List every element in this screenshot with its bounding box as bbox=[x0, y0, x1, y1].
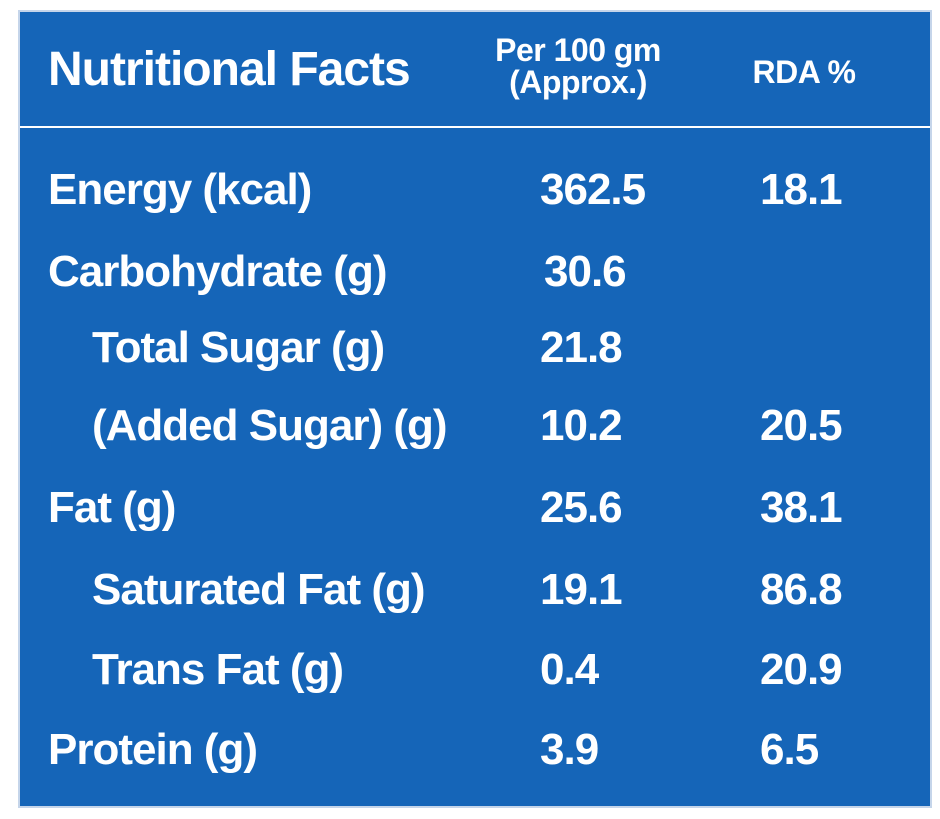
nutrient-label: Saturated Fat (g) bbox=[92, 565, 426, 614]
rda-value: 20.9 bbox=[760, 645, 843, 694]
per-100-column-header: Per 100 gm (Approx.) bbox=[478, 34, 678, 98]
table-row: (Added Sugar) (g) 10.2 20.5 bbox=[20, 396, 930, 456]
nutrient-label: Trans Fat (g) bbox=[92, 645, 344, 694]
table-row: Total Sugar (g) 21.8 bbox=[20, 318, 930, 378]
nutrient-label: (Added Sugar) (g) bbox=[92, 401, 448, 450]
nutrient-label: Carbohydrate (g) bbox=[48, 247, 387, 296]
per-100-value: 30.6 bbox=[544, 247, 627, 296]
table-row: Energy (kcal) 362.5 18.1 bbox=[20, 160, 930, 220]
table-row: Fat (g) 25.6 38.1 bbox=[20, 478, 930, 538]
per-100-value: 0.4 bbox=[540, 645, 599, 694]
table-title: Nutritional Facts bbox=[48, 43, 411, 96]
per-100-value: 25.6 bbox=[540, 483, 623, 532]
nutrient-label: Protein (g) bbox=[48, 725, 258, 774]
rda-value: 18.1 bbox=[760, 165, 843, 214]
table-row: Carbohydrate (g) 30.6 bbox=[20, 242, 930, 302]
table-row: Saturated Fat (g) 19.1 86.8 bbox=[20, 560, 930, 620]
nutrient-label: Total Sugar (g) bbox=[92, 323, 385, 372]
rda-value: 6.5 bbox=[760, 725, 819, 774]
rda-value: 20.5 bbox=[760, 401, 843, 450]
per-100-value: 19.1 bbox=[540, 565, 623, 614]
per-100-header-line2: (Approx.) bbox=[509, 64, 647, 100]
per-100-value: 21.8 bbox=[540, 323, 623, 372]
rda-value: 86.8 bbox=[760, 565, 843, 614]
per-100-value: 362.5 bbox=[540, 165, 646, 214]
rda-value: 38.1 bbox=[760, 483, 843, 532]
per-100-value: 10.2 bbox=[540, 401, 623, 450]
per-100-value: 3.9 bbox=[540, 725, 599, 774]
rda-column-header: RDA % bbox=[752, 54, 856, 90]
nutrient-label: Fat (g) bbox=[48, 483, 176, 532]
nutrient-label: Energy (kcal) bbox=[48, 165, 312, 214]
table-row: Trans Fat (g) 0.4 20.9 bbox=[20, 640, 930, 700]
table-row: Protein (g) 3.9 6.5 bbox=[20, 720, 930, 780]
nutrition-facts-panel: Nutritional Facts Per 100 gm (Approx.) R… bbox=[18, 10, 932, 808]
table-header: Nutritional Facts Per 100 gm (Approx.) R… bbox=[20, 12, 930, 128]
per-100-header-line1: Per 100 gm bbox=[495, 32, 661, 68]
